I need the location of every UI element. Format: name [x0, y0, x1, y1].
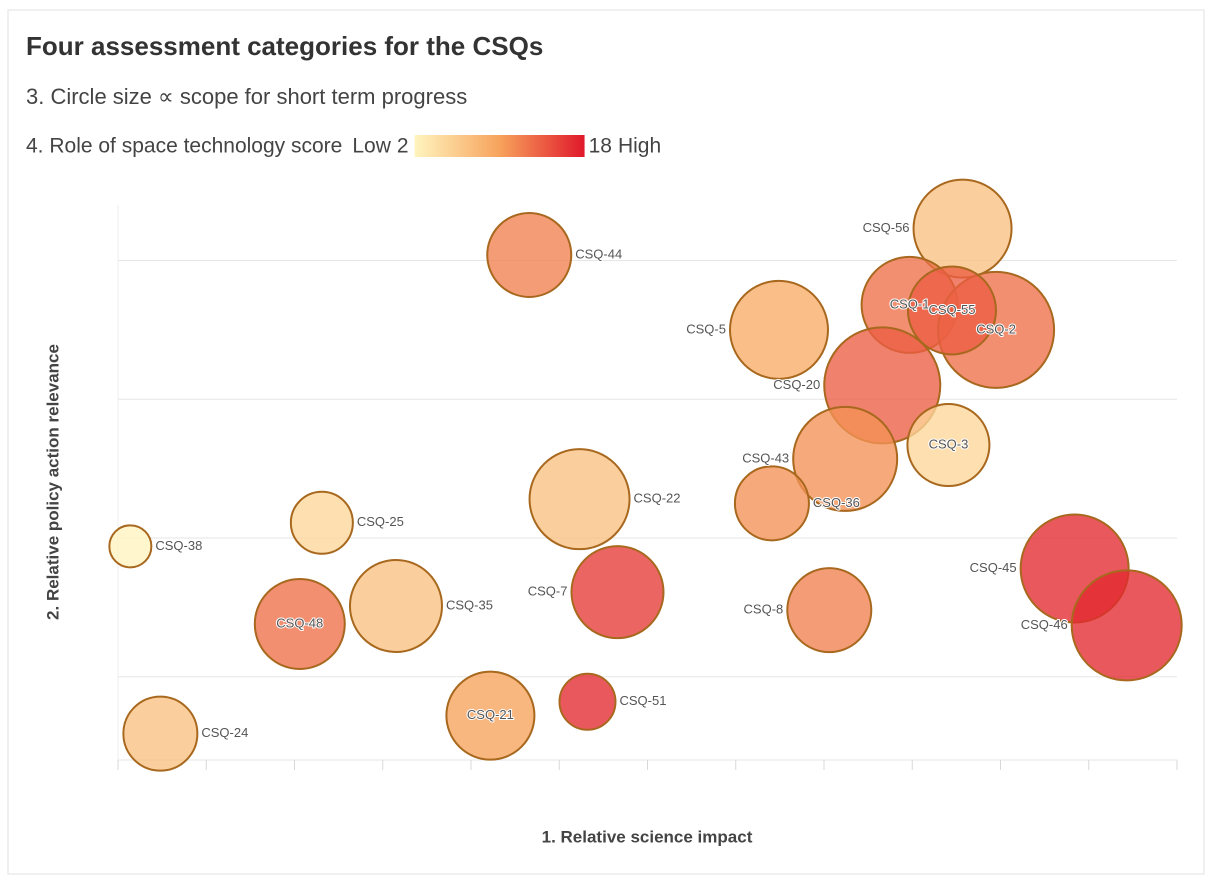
- subtitle: 3. Circle size ∝ scope for short term pr…: [26, 84, 467, 109]
- bubble: [528, 448, 631, 551]
- legend-title: 4. Role of space technology score: [26, 135, 342, 158]
- point-label: CSQ-8: [744, 602, 784, 617]
- card: [7, 9, 1205, 875]
- point-label: CSQ-1: [890, 296, 930, 311]
- point-label: CSQ-22: [634, 491, 681, 506]
- point-label: CSQ-46: [1021, 617, 1068, 632]
- bubble: [122, 695, 199, 772]
- point-label: CSQ-25: [357, 514, 404, 529]
- legend-min: 2: [397, 135, 409, 158]
- point-label: CSQ-5: [686, 321, 726, 336]
- bubble: [786, 567, 873, 654]
- bubble: [733, 465, 810, 542]
- bubble: [445, 670, 536, 761]
- point-label: CSQ-45: [970, 560, 1017, 575]
- point-label: CSQ-24: [201, 725, 248, 740]
- color-legend: Low 2 18 High: [352, 135, 661, 158]
- bubble: [348, 558, 443, 653]
- x-axis-label: 1. Relative science impact: [542, 827, 753, 846]
- point-label: CSQ-38: [155, 538, 202, 553]
- bubble: [253, 578, 346, 671]
- bubble: [108, 524, 153, 569]
- point-label: CSQ-36: [813, 495, 860, 510]
- bubble: [792, 405, 899, 512]
- point-label: CSQ-35: [446, 597, 493, 612]
- point-label: CSQ-51: [619, 693, 666, 708]
- bubble: [570, 545, 665, 640]
- bubble: [906, 265, 997, 356]
- point-label: CSQ-43: [742, 450, 789, 465]
- bubble: [906, 403, 991, 488]
- legend-high-label: High: [618, 135, 661, 158]
- point-label: CSQ-56: [863, 220, 910, 235]
- legend-max: 18: [589, 135, 612, 158]
- y-axis-label: 2. Relative policy action relevance: [43, 344, 62, 620]
- legend-low-label: Low: [352, 135, 391, 158]
- point-label: CSQ-7: [528, 584, 568, 599]
- point-label: CSQ-48: [276, 615, 323, 630]
- point-label: CSQ-2: [976, 321, 1016, 336]
- point-label: CSQ-55: [928, 302, 975, 317]
- bubble: [558, 672, 617, 731]
- bubble: [289, 490, 354, 555]
- point-label: CSQ-20: [773, 377, 820, 392]
- point-label: CSQ-44: [575, 246, 622, 261]
- point-label: CSQ-3: [929, 436, 969, 451]
- point-label: CSQ-21: [467, 707, 514, 722]
- bubble: [1070, 569, 1183, 682]
- bubble: [728, 279, 829, 380]
- legend-gradient: [414, 135, 585, 157]
- chart-title: Four assessment categories for the CSQs: [26, 31, 543, 61]
- bubble: [486, 211, 573, 298]
